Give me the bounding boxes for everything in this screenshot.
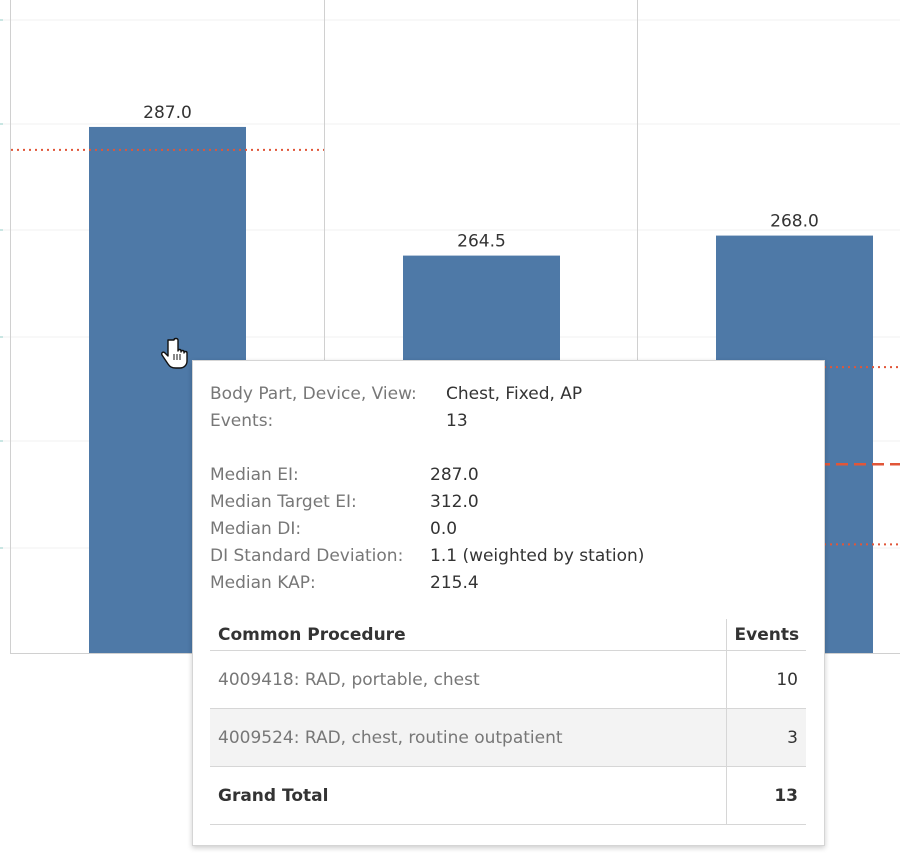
procedure-cell: 4009418: RAD, portable, chest bbox=[210, 650, 726, 709]
stat-label: Median DI: bbox=[210, 519, 302, 539]
events-cell: 3 bbox=[725, 708, 806, 767]
stat-label: Median EI: bbox=[210, 465, 299, 485]
body-part-value: Chest, Fixed, AP bbox=[446, 384, 583, 404]
body-part-label: Body Part, Device, View: bbox=[210, 384, 417, 404]
hand-pointer-icon bbox=[161, 337, 188, 369]
events-value: 13 bbox=[446, 411, 468, 431]
procedure-cell: 4009524: RAD, chest, routine outpatient bbox=[210, 708, 726, 767]
stat-row: Median DI: 0.0 bbox=[210, 517, 457, 541]
stat-row: Median Target EI: 312.0 bbox=[210, 490, 479, 514]
tooltip: Body Part, Device, View: Chest, Fixed, A… bbox=[192, 360, 825, 846]
stat-label: Median KAP: bbox=[210, 573, 316, 593]
stat-value: 1.1 (weighted by station) bbox=[430, 546, 645, 566]
column-header-procedure: Common Procedure bbox=[210, 619, 726, 651]
stat-value: 215.4 bbox=[430, 573, 479, 593]
table-row: 4009524: RAD, chest, routine outpatient … bbox=[210, 708, 806, 767]
stat-value: 312.0 bbox=[430, 492, 479, 512]
bar-value-label: 268.0 bbox=[770, 212, 819, 232]
events-cell: 10 bbox=[725, 650, 806, 709]
table-row: 4009418: RAD, portable, chest 10 bbox=[210, 650, 806, 709]
bar-value-label: 264.5 bbox=[457, 232, 506, 252]
grand-total-label: Grand Total bbox=[210, 766, 726, 825]
grand-total-events: 13 bbox=[725, 766, 806, 825]
stat-value: 0.0 bbox=[430, 519, 458, 539]
stat-row: DI Standard Deviation: 1.1 (weighted by … bbox=[210, 544, 644, 568]
table-total-row: Grand Total 13 bbox=[210, 766, 806, 825]
stat-label: DI Standard Deviation: bbox=[210, 546, 404, 566]
column-header-events: Events bbox=[725, 619, 806, 651]
bar-value-label: 287.0 bbox=[143, 103, 192, 123]
events-label: Events: bbox=[210, 411, 274, 431]
procedure-table: Common Procedure Events 4009418: RAD, po… bbox=[210, 619, 806, 825]
tooltip-body-part-row: Body Part, Device, View: Chest, Fixed, A… bbox=[210, 382, 582, 406]
tooltip-events-row: Events: 13 bbox=[210, 409, 468, 433]
stat-value: 287.0 bbox=[430, 465, 479, 485]
stat-row: Median KAP: 215.4 bbox=[210, 571, 479, 595]
table-header-row: Common Procedure Events bbox=[210, 619, 806, 651]
stat-row: Median EI: 287.0 bbox=[210, 463, 479, 487]
stat-label: Median Target EI: bbox=[210, 492, 357, 512]
